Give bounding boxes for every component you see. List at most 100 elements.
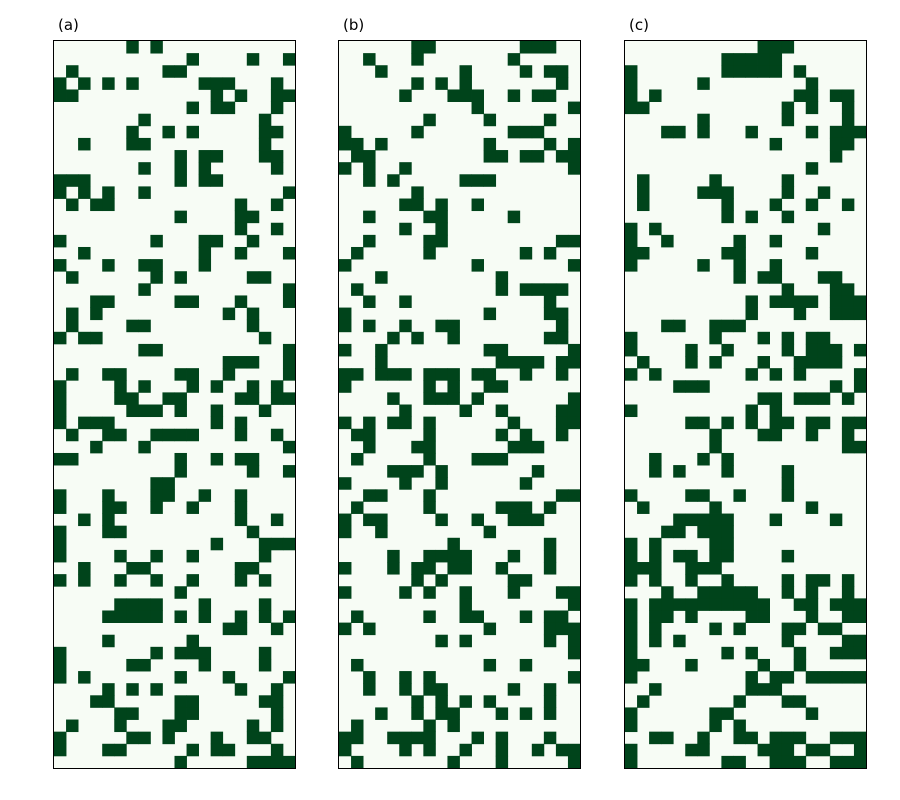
heatmap-cell <box>817 186 831 199</box>
heatmap-cell <box>174 428 187 442</box>
heatmap-cell <box>829 731 843 745</box>
heatmap-cell <box>126 562 139 575</box>
heatmap-cell <box>114 743 127 757</box>
heatmap-cell <box>234 295 248 308</box>
heatmap-cell <box>186 428 199 442</box>
heatmap-cell <box>649 634 662 648</box>
heatmap-cell <box>198 77 212 90</box>
heatmap-cell <box>222 307 236 321</box>
panel-a-label: (a) <box>58 16 79 34</box>
heatmap-cell <box>625 743 638 757</box>
heatmap-cell <box>721 343 734 357</box>
heatmap-cell <box>459 743 472 757</box>
heatmap-cell <box>781 41 795 54</box>
heatmap-cell <box>339 731 352 745</box>
heatmap-cell <box>555 283 569 296</box>
heatmap-cell <box>246 210 260 224</box>
heatmap-cell <box>531 283 545 296</box>
heatmap-cell <box>817 222 831 236</box>
heatmap-cell <box>234 622 248 636</box>
heatmap-cell <box>66 198 79 212</box>
heatmap-cell <box>363 683 376 696</box>
heatmap-cell <box>186 549 199 563</box>
heatmap-cell <box>625 634 638 648</box>
heatmap-cell <box>423 210 436 224</box>
heatmap-cell <box>649 549 662 563</box>
heatmap-cell <box>769 392 783 405</box>
heatmap-cell <box>210 743 224 757</box>
heatmap-cell <box>339 162 352 175</box>
heatmap-cell <box>745 404 758 418</box>
heatmap-cell <box>162 428 175 442</box>
heatmap-cell <box>102 77 115 90</box>
heatmap-cell <box>339 125 352 139</box>
heatmap-cell <box>853 671 867 684</box>
heatmap-cell <box>853 598 867 611</box>
heatmap-cell <box>54 452 67 466</box>
heatmap-cell <box>270 101 284 115</box>
heatmap-cell <box>234 513 248 527</box>
heatmap-cell <box>126 392 139 405</box>
heatmap-cell <box>339 319 352 333</box>
heatmap-cell <box>531 440 545 454</box>
heatmap-cell <box>150 501 163 514</box>
heatmap-cell <box>387 368 400 381</box>
heatmap-cell <box>54 392 67 405</box>
heatmap-cell <box>769 53 783 66</box>
heatmap-cell <box>78 562 91 575</box>
heatmap-cell <box>829 137 843 151</box>
heatmap-cell <box>637 101 650 115</box>
heatmap-cell <box>781 283 795 296</box>
heatmap-cell <box>126 731 139 745</box>
heatmap-cell <box>351 150 364 163</box>
heatmap-cell <box>757 610 770 623</box>
heatmap-cell <box>186 574 199 587</box>
heatmap-cell <box>531 150 545 163</box>
heatmap-cell <box>697 125 710 139</box>
heatmap-cell <box>270 392 284 405</box>
heatmap-cell <box>519 501 533 514</box>
heatmap-cell <box>661 319 674 333</box>
heatmap-cell <box>162 489 175 502</box>
heatmap-cell <box>697 525 710 539</box>
heatmap-cell <box>102 259 115 272</box>
heatmap-cell <box>435 513 448 527</box>
heatmap-cell <box>399 295 412 308</box>
heatmap-cell <box>339 477 352 490</box>
heatmap-cell <box>339 307 352 321</box>
heatmap-cell <box>841 755 855 769</box>
heatmap-cell <box>282 671 296 684</box>
heatmap-cell <box>625 343 638 357</box>
heatmap-cell <box>543 65 557 78</box>
heatmap-cell <box>805 125 819 139</box>
heatmap-cell <box>114 428 127 442</box>
heatmap-cell <box>829 125 843 139</box>
heatmap-cell <box>411 707 424 720</box>
heatmap-cell <box>423 452 436 466</box>
heatmap-cell <box>555 356 569 369</box>
heatmap-cell <box>339 343 352 357</box>
heatmap-cell <box>757 53 770 66</box>
heatmap-cell <box>222 671 236 684</box>
heatmap-cell <box>174 392 187 405</box>
heatmap-cell <box>339 137 352 151</box>
heatmap-cell <box>66 174 79 187</box>
heatmap-cell <box>222 77 236 90</box>
heatmap-cell <box>78 331 91 345</box>
heatmap-cell <box>519 65 533 78</box>
heatmap-cell <box>661 125 674 139</box>
heatmap-cell <box>567 343 581 357</box>
heatmap-cell <box>757 356 770 369</box>
heatmap-cell <box>339 259 352 272</box>
heatmap-cell <box>781 101 795 115</box>
heatmap-cell <box>567 356 581 369</box>
heatmap-cell <box>210 89 224 102</box>
heatmap-cell <box>697 77 710 90</box>
heatmap-cell <box>363 489 376 502</box>
heatmap-cell <box>186 295 199 308</box>
heatmap-cell <box>567 634 581 648</box>
heatmap-cell <box>567 646 581 660</box>
heatmap-cell <box>745 65 758 78</box>
heatmap-cell <box>447 319 460 333</box>
heatmap-cell <box>282 755 296 769</box>
